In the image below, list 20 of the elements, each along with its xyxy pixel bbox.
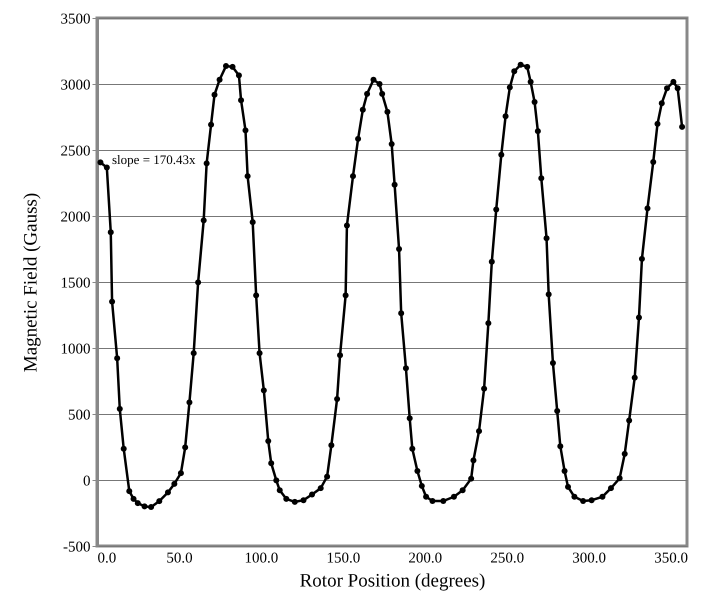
x-tick-label: 250.0 [490, 550, 524, 566]
x-tick-label: 100.0 [244, 550, 278, 566]
y-tick-label: 1000 [60, 342, 90, 358]
x-tick-label: 150.0 [326, 550, 360, 566]
x-tick-label: 300.0 [572, 550, 606, 566]
x-axis-title: Rotor Position (degrees) [300, 570, 486, 592]
y-axis-title: Magnetic Field (Gauss) [20, 192, 42, 372]
x-tick-label: 350.0 [654, 550, 688, 566]
y-tick-label: -500 [63, 540, 90, 556]
y-tick-label: 500 [68, 408, 90, 424]
y-tick-label: 0 [83, 474, 90, 490]
x-tick-label: 0.0 [98, 550, 116, 566]
y-tick-label: 2000 [60, 210, 90, 226]
y-tick-label: 3500 [60, 12, 90, 28]
y-tick-label: 3000 [60, 78, 90, 94]
y-tick-label: 2500 [60, 144, 90, 160]
x-tick-label: 50.0 [166, 550, 193, 566]
x-tick-label: 200.0 [408, 550, 442, 566]
y-tick-label: 1500 [60, 276, 90, 292]
annotation: slope = 170.43x [112, 152, 196, 167]
